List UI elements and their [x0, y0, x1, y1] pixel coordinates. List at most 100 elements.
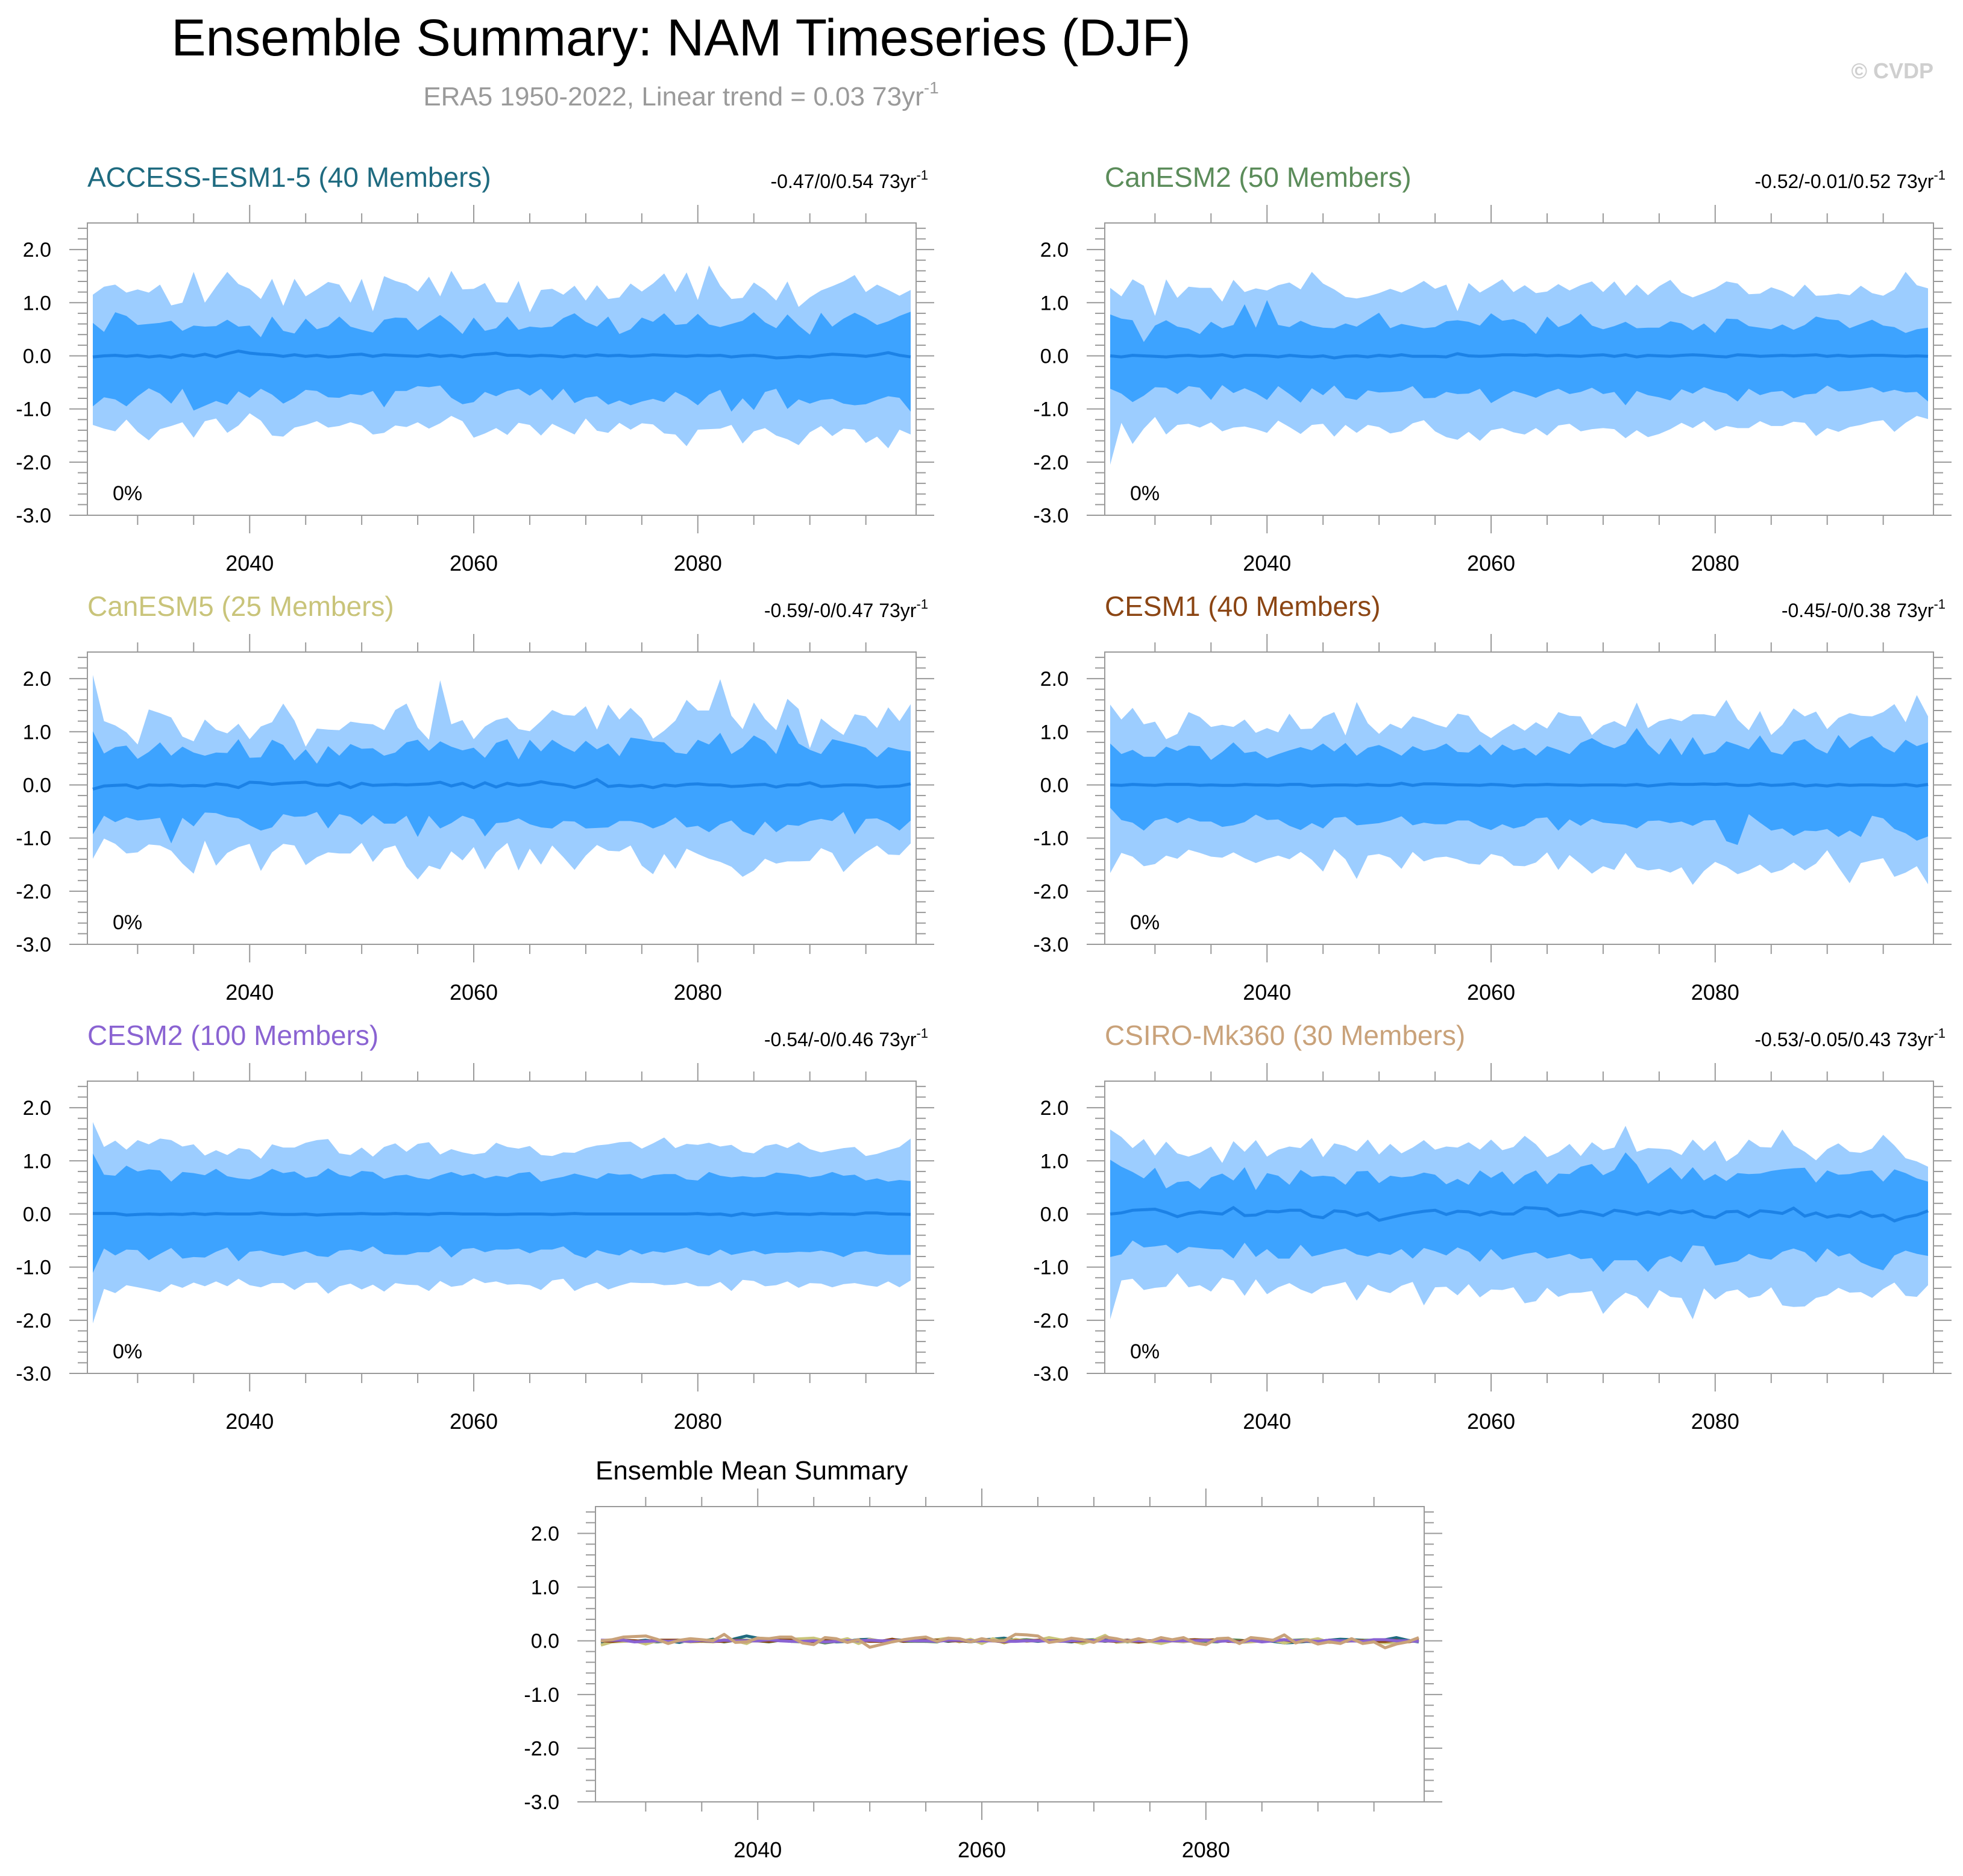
y-tick-label: 2.0 — [1040, 1097, 1069, 1120]
y-tick-label: -3.0 — [16, 933, 51, 956]
chart-panel-3: CanESM5 (25 Members) -0.59/-0/0.47 73yr-1… — [16, 591, 934, 1005]
chart-panel-1: ACCESS-ESM1-5 (40 Members) -0.47/0/0.54 7… — [16, 162, 934, 576]
x-tick-label: 2080 — [674, 551, 722, 576]
panel-title: CSIRO-Mk360 (30 Members) — [1105, 1020, 1465, 1051]
y-tick-label: 2.0 — [1040, 668, 1069, 691]
plot-frame — [87, 651, 917, 945]
y-tick-label: -1.0 — [524, 1684, 559, 1707]
percent-label: 0% — [113, 482, 142, 505]
x-tick-label: 2080 — [1691, 1409, 1739, 1434]
plot-area — [1110, 1126, 1929, 1320]
trend-label: -0.45/-0/0.38 73yr-1 — [1782, 597, 1946, 621]
panel-title: Ensemble Mean Summary — [595, 1456, 908, 1485]
plot-area — [92, 265, 911, 448]
figure-title: Ensemble Summary: NAM Timeseries (DJF) — [171, 9, 1191, 67]
y-tick-label: 1.0 — [23, 1150, 51, 1173]
y-tick-label: -3.0 — [16, 1363, 51, 1385]
chart-panel-7: Ensemble Mean Summary 2.0 1.0 0.0 -1.0 -2.0 -3… — [524, 1456, 1442, 1862]
x-tick-label: 2060 — [1467, 551, 1515, 576]
x-tick-label: 2040 — [1243, 980, 1291, 1005]
x-tick-label: 2040 — [225, 551, 274, 576]
trend-text: -0.59/-0/0.47 73yr — [764, 600, 917, 621]
y-tick-label: 0.0 — [531, 1630, 559, 1653]
y-tick-label: -3.0 — [524, 1791, 559, 1814]
y-tick-label: -1.0 — [1033, 827, 1069, 850]
plot-frame — [1104, 222, 1934, 516]
y-tick-label: -3.0 — [16, 504, 51, 527]
y-tick-label: 2.0 — [23, 239, 51, 262]
y-tick-label: 1.0 — [1040, 1150, 1069, 1173]
y-tick-label: 1.0 — [1040, 721, 1069, 744]
ensemble-mean-line — [93, 1211, 911, 1217]
panel-title: CanESM2 (50 Members) — [1105, 162, 1412, 193]
percentile-band — [93, 312, 911, 412]
chart-panel-2: CanESM2 (50 Members) -0.52/-0.01/0.52 73y… — [1033, 162, 1952, 576]
trend-superscript: -1 — [1933, 1026, 1946, 1041]
ensemble-mean-line — [1110, 1205, 1929, 1223]
y-tick-label: -1.0 — [16, 1256, 51, 1279]
x-tick-label: 2080 — [1691, 551, 1739, 576]
panel-title: CESM2 (100 Members) — [87, 1020, 378, 1051]
y-tick-label: -2.0 — [16, 1310, 51, 1332]
plot-frame — [1104, 1081, 1934, 1374]
percent-label: 0% — [1130, 911, 1160, 934]
x-tick-label: 2040 — [733, 1837, 782, 1862]
percent-label: 0% — [1130, 482, 1160, 505]
y-tick-label: -3.0 — [1033, 1363, 1069, 1385]
panel-title: CanESM5 (25 Members) — [87, 591, 394, 622]
figure-subtitle: ERA5 1950-2022, Linear trend = 0.03 73yr… — [423, 78, 938, 111]
y-tick-label: 2.0 — [1040, 239, 1069, 262]
series-line-cesm2 — [601, 1638, 1419, 1644]
y-tick-label: 0.0 — [1040, 774, 1069, 797]
y-tick-label: -2.0 — [16, 451, 51, 474]
plot-area — [93, 1122, 911, 1324]
subtitle-superscript: -1 — [924, 78, 939, 97]
y-tick-label: 1.0 — [23, 292, 51, 315]
trend-superscript: -1 — [916, 168, 928, 183]
trend-superscript: -1 — [1933, 168, 1946, 183]
plot-area — [1110, 695, 1929, 885]
percentile-band — [1110, 300, 1928, 406]
ensemble-mean-line — [92, 349, 911, 360]
trend-label: -0.52/-0.01/0.52 73yr-1 — [1754, 168, 1946, 192]
x-tick-label: 2060 — [958, 1837, 1006, 1862]
trend-text: -0.52/-0.01/0.52 73yr — [1754, 171, 1933, 192]
x-tick-label: 2080 — [674, 1409, 722, 1434]
plot-frame — [1104, 651, 1934, 945]
watermark: © CVDP — [1851, 58, 1933, 83]
series-line-csiro-mk360 — [600, 1633, 1419, 1649]
y-tick-label: -2.0 — [524, 1737, 559, 1760]
plot-frame — [595, 1506, 1425, 1802]
trend-label: -0.53/-0.05/0.43 73yr-1 — [1754, 1026, 1946, 1050]
panel-title: CESM1 (40 Members) — [1105, 591, 1381, 622]
x-tick-label: 2080 — [1182, 1837, 1230, 1862]
trend-text: -0.53/-0.05/0.43 73yr — [1754, 1029, 1933, 1050]
y-tick-label: 0.0 — [23, 1203, 51, 1226]
trend-text: -0.45/-0/0.38 73yr — [1782, 600, 1934, 621]
chart-panel-6: CSIRO-Mk360 (30 Members) -0.53/-0.05/0.43… — [1033, 1020, 1952, 1434]
y-tick-label: 2.0 — [531, 1523, 559, 1546]
y-tick-label: 1.0 — [23, 721, 51, 744]
plot-frame — [87, 222, 917, 516]
percent-label: 0% — [113, 911, 142, 934]
ensemble-mean-line — [92, 777, 911, 791]
plot-frame — [87, 1081, 917, 1374]
plot-area — [600, 1633, 1419, 1649]
y-tick-label: 1.0 — [531, 1576, 559, 1599]
y-tick-label: 0.0 — [1040, 345, 1069, 368]
y-tick-label: -1.0 — [1033, 1256, 1069, 1279]
y-tick-label: -1.0 — [16, 398, 51, 421]
percent-label: 0% — [113, 1340, 142, 1363]
trend-label: -0.47/0/0.54 73yr-1 — [771, 168, 929, 192]
trend-superscript: -1 — [916, 597, 928, 612]
x-tick-label: 2060 — [450, 980, 498, 1005]
percent-label: 0% — [1130, 1340, 1160, 1363]
x-tick-label: 2060 — [450, 1409, 498, 1434]
y-tick-label: -2.0 — [16, 880, 51, 903]
ensemble-mean-line — [1110, 352, 1929, 360]
y-tick-label: 0.0 — [23, 774, 51, 797]
y-tick-label: -3.0 — [1033, 504, 1069, 527]
y-tick-label: 2.0 — [23, 668, 51, 691]
trend-superscript: -1 — [1933, 597, 1946, 612]
trend-text: -0.47/0/0.54 73yr — [771, 171, 917, 192]
